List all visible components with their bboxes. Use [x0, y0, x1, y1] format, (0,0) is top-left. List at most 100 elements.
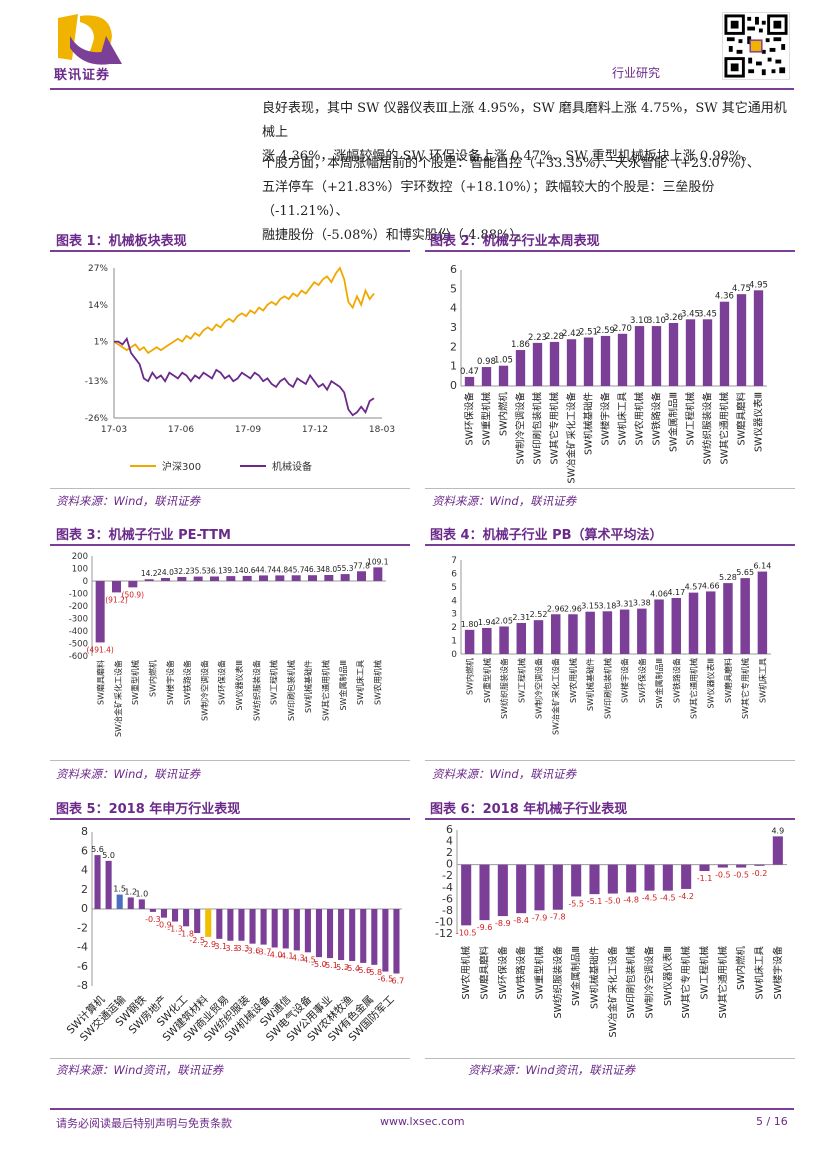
category-label: SW内燃机 — [498, 392, 510, 436]
bar — [516, 622, 527, 654]
bar — [205, 909, 212, 937]
f1-legend-label: 沪深300 — [162, 460, 201, 473]
bar-data-label: -6.7 — [389, 976, 405, 985]
footer-page-number: 5 / 16 — [756, 1115, 788, 1128]
y-tick-label: 2 — [451, 623, 457, 633]
category-label: SW印刷包装机械 — [286, 660, 296, 721]
bar-data-label: 2.51 — [579, 327, 598, 337]
f1-x-tick-label: 17-09 — [235, 425, 261, 435]
fig5-title-line — [50, 818, 410, 820]
bar-data-label: -5.0 — [311, 960, 327, 969]
bar — [685, 319, 696, 386]
category-label: SW铁路设备 — [651, 392, 663, 446]
y-tick-label: 6 — [81, 844, 88, 857]
header-divider — [50, 88, 794, 90]
bar-data-label: 2.28 — [545, 332, 564, 342]
y-tick-label: -8 — [77, 979, 88, 992]
bar-data-label: -8.4 — [513, 916, 529, 925]
bar — [736, 864, 747, 868]
y-tick-label: 6 — [451, 569, 457, 579]
category-label: SW内燃机 — [465, 658, 475, 695]
footer-url[interactable]: www.lxsec.com — [380, 1115, 465, 1128]
bar-data-label: 2.05 — [495, 616, 513, 625]
category-label: SW机床工具 — [754, 946, 766, 1000]
bar — [566, 339, 577, 386]
category-label: SW金属制品Ⅲ — [338, 660, 348, 711]
fig5-bar-chart: 8 6 4 2 0 -2 -4 -6 -8 5.65.0 1.51.21.0 -0.3-0.9-1.3… — [64, 825, 405, 1044]
p1-line1: 良好表现，其中 SW 仪器仪表Ⅲ上涨 4.95%，SW 磨具磨料上涨 4.75%… — [262, 101, 787, 140]
category-label: SW金属制品Ⅲ — [570, 946, 582, 1006]
bar-data-label: 109.1 — [367, 557, 389, 566]
category-label: SW楼宇设备 — [165, 660, 175, 705]
bar — [177, 576, 187, 581]
bar — [589, 864, 600, 895]
bar-data-label: 36.1 — [206, 566, 223, 575]
bar-data-label: 5.65 — [736, 568, 754, 577]
bar — [602, 611, 613, 654]
f1-series-line-0 — [113, 266, 375, 355]
y-tick-label: 100 — [72, 565, 88, 575]
fig1-title-line — [50, 250, 410, 252]
bar-data-label: 44.7 — [255, 565, 272, 574]
category-label: SW工程机械 — [699, 946, 711, 1000]
bar — [482, 627, 492, 654]
bar — [210, 576, 219, 581]
p1-line2: 涨 4.36%，涨幅较慢的 SW 环保设备上涨 0.47%、SW 重型机械板块上… — [262, 149, 755, 164]
bar-data-label: -5.6 — [355, 966, 371, 975]
bar-data-label: 4.06 — [650, 589, 668, 598]
category-label: SW仪器仪表Ⅲ — [706, 658, 716, 709]
bar — [719, 301, 730, 386]
bar-data-label: -1.8 — [178, 929, 194, 938]
bar — [607, 864, 618, 894]
bar-data-label: 4.57 — [685, 583, 703, 592]
category-label: SW磨具磨料 — [96, 660, 106, 705]
category-label: SW仪器仪表Ⅲ — [753, 392, 765, 452]
bar — [271, 909, 278, 948]
bar — [772, 836, 783, 865]
fig3-src-line — [50, 760, 410, 761]
y-tick-label: 0 — [83, 577, 88, 587]
bar — [216, 909, 223, 939]
bar-data-label: 3.18 — [598, 601, 616, 610]
bar — [282, 909, 289, 949]
bar-data-label: 0.47 — [460, 367, 479, 377]
bar-data-label: 3.45 — [698, 309, 717, 319]
bar — [291, 575, 301, 581]
bar-data-label: 3.26 — [664, 313, 683, 323]
y-tick-label: -4 — [442, 881, 453, 894]
bar-data-label: 1.2 — [124, 887, 137, 896]
f1-x-tick-label: 18-03 — [369, 425, 395, 435]
y-tick-label: 0 — [446, 858, 453, 871]
bar — [699, 864, 710, 872]
f1-y-tick-label: -13% — [85, 377, 109, 387]
category-label: SW金属制品Ⅲ — [668, 392, 680, 452]
category-label: SW制冷空调设备 — [199, 660, 209, 721]
y-tick-label: 4 — [81, 864, 88, 877]
bar — [723, 583, 733, 654]
bar-data-label: 6.14 — [753, 562, 771, 571]
y-tick-label: 0 — [451, 650, 457, 660]
fig5-source: 资料来源：Wind资讯，联讯证券 — [56, 1063, 224, 1077]
category-label: SW制冷空调设备 — [534, 658, 544, 719]
bar — [481, 367, 492, 386]
bar-data-label: 1.0 — [135, 889, 148, 898]
bar — [740, 578, 750, 654]
fig1-src-line — [50, 488, 410, 489]
bar — [160, 909, 168, 918]
bar — [498, 365, 509, 386]
fig2-source: 资料来源：Wind，联讯证券 — [432, 494, 577, 508]
bar-data-label: 44.8 — [271, 565, 288, 574]
bar-data-label: -7.9 — [532, 913, 548, 922]
y-tick-label: -2 — [442, 869, 453, 882]
category-label: SW机械基础件 — [303, 660, 313, 713]
category-label: SW铁路设备 — [182, 660, 192, 705]
fig2-title: 图表 2：机械子行业本周表现 — [430, 234, 600, 249]
fig2-title-line — [425, 250, 795, 252]
category-label: SW印刷包装机械 — [625, 946, 637, 1019]
bar — [688, 592, 699, 654]
bar — [651, 326, 662, 386]
bar-data-label: (50.9) — [122, 590, 145, 599]
bar-data-label: -0.3 — [145, 915, 161, 924]
category-label: SW农用机械 — [634, 392, 646, 446]
